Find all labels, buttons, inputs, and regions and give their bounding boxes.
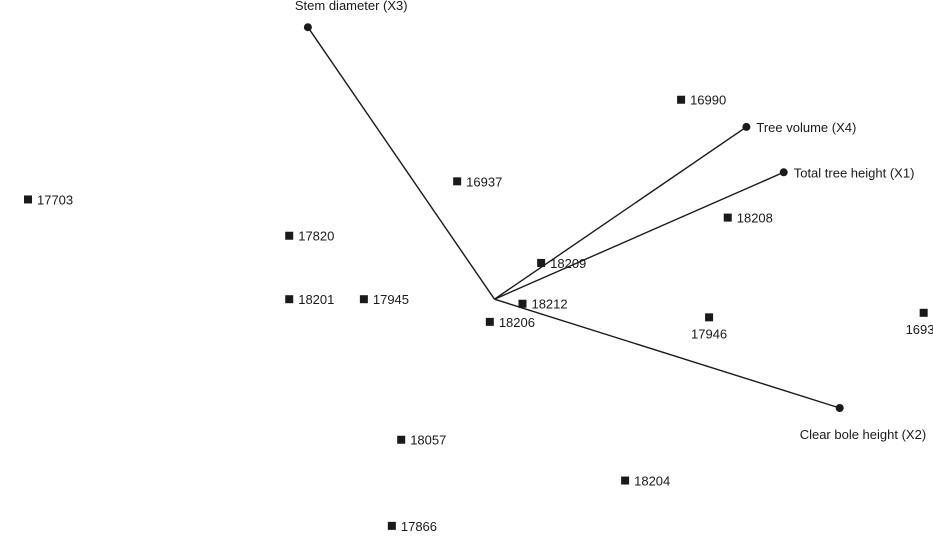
tree-volume-vector bbox=[494, 126, 747, 300]
point-label-16938: 16938 bbox=[906, 322, 933, 337]
point-label-18212: 18212 bbox=[531, 297, 567, 312]
total-tree-height-vector bbox=[494, 171, 785, 300]
point-label-16937: 16937 bbox=[466, 174, 502, 189]
point-marker-16990 bbox=[677, 95, 686, 104]
point-marker-17703 bbox=[23, 195, 32, 204]
point-label-18201: 18201 bbox=[298, 292, 334, 307]
point-label-18206: 18206 bbox=[499, 315, 535, 330]
point-marker-17945 bbox=[359, 295, 368, 304]
point-marker-17820 bbox=[285, 231, 294, 240]
point-marker-18201 bbox=[285, 295, 294, 304]
point-marker-18057 bbox=[397, 435, 406, 444]
tree-volume-vector-label: Tree volume (X4) bbox=[756, 120, 856, 135]
clear-bole-height-vector-tip bbox=[835, 404, 844, 412]
stem-diameter-vector-label: Stem diameter (X3) bbox=[295, 0, 408, 13]
point-marker-18209 bbox=[537, 258, 546, 267]
point-marker-17946 bbox=[705, 313, 714, 322]
point-label-18057: 18057 bbox=[410, 433, 446, 448]
point-label-17866: 17866 bbox=[401, 519, 437, 534]
point-label-18204: 18204 bbox=[634, 474, 670, 489]
variable-vectors: Stem diameter (X3) Tree volume (X4) Total … bbox=[295, 0, 926, 442]
point-marker-16937 bbox=[453, 177, 462, 186]
point-marker-17866 bbox=[387, 521, 396, 530]
point-label-17946: 17946 bbox=[691, 326, 727, 341]
stem-diameter-vector-tip bbox=[303, 23, 312, 32]
point-marker-16938 bbox=[919, 308, 928, 317]
point-marker-18206 bbox=[485, 317, 494, 326]
point-label-17945: 17945 bbox=[373, 292, 409, 307]
tree-volume-vector-tip bbox=[742, 122, 751, 131]
point-label-18208: 18208 bbox=[737, 211, 773, 226]
stem-diameter-vector bbox=[307, 26, 496, 300]
point-label-18209: 18209 bbox=[550, 256, 586, 271]
point-label-17820: 17820 bbox=[298, 229, 334, 244]
clear-bole-height-vector bbox=[494, 298, 840, 409]
point-marker-18212 bbox=[518, 299, 527, 308]
total-tree-height-vector-tip bbox=[779, 168, 788, 177]
total-tree-height-vector-label: Total tree height (X1) bbox=[794, 165, 915, 180]
point-label-17703: 17703 bbox=[37, 192, 73, 207]
clear-bole-height-vector-label: Clear bole height (X2) bbox=[800, 427, 926, 442]
point-marker-18204 bbox=[621, 476, 630, 485]
observation-points: 16990 16937 17703 18208 17820 18209 18201 17945… bbox=[23, 93, 933, 534]
point-label-16990: 16990 bbox=[690, 93, 726, 108]
point-marker-18208 bbox=[723, 213, 732, 222]
